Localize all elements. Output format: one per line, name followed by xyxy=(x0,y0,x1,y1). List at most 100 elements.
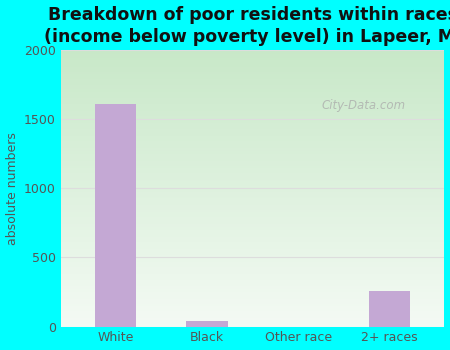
Bar xyxy=(61,79,445,81)
Bar xyxy=(61,158,445,159)
Bar xyxy=(61,125,445,126)
Bar xyxy=(61,245,445,246)
Bar xyxy=(61,282,445,284)
Bar xyxy=(61,299,445,300)
Bar xyxy=(61,307,445,309)
Bar xyxy=(61,96,445,97)
Bar xyxy=(61,253,445,255)
Bar xyxy=(61,76,445,78)
Bar xyxy=(61,150,445,151)
Bar xyxy=(61,267,445,268)
Bar xyxy=(61,134,445,136)
Bar xyxy=(61,314,445,315)
Bar xyxy=(61,222,445,223)
Bar xyxy=(61,170,445,172)
Bar xyxy=(369,290,410,327)
Bar xyxy=(61,280,445,281)
Bar xyxy=(61,193,445,194)
Bar xyxy=(61,212,445,213)
Bar xyxy=(61,132,445,133)
Bar xyxy=(61,292,445,293)
Bar xyxy=(61,176,445,177)
Bar xyxy=(61,317,445,318)
Bar xyxy=(61,298,445,299)
Bar xyxy=(61,310,445,312)
Bar xyxy=(61,318,445,320)
Bar xyxy=(61,83,445,85)
Bar xyxy=(61,93,445,95)
Bar xyxy=(61,139,445,140)
Bar xyxy=(61,296,445,297)
Bar xyxy=(61,85,445,86)
Bar xyxy=(61,60,445,61)
Bar xyxy=(61,259,445,260)
Bar xyxy=(61,306,445,307)
Bar xyxy=(61,54,445,56)
Bar xyxy=(61,51,445,53)
Bar xyxy=(61,119,445,121)
Bar xyxy=(61,190,445,191)
Bar xyxy=(61,270,445,271)
Bar xyxy=(61,204,445,205)
Bar xyxy=(61,89,445,90)
Bar xyxy=(61,309,445,310)
Bar xyxy=(61,248,445,249)
Bar xyxy=(61,300,445,302)
Bar xyxy=(61,154,445,155)
Bar xyxy=(61,67,445,68)
Bar xyxy=(61,217,445,219)
Bar xyxy=(61,130,445,132)
Bar xyxy=(61,241,445,242)
Bar xyxy=(61,256,445,258)
Bar xyxy=(61,127,445,129)
Bar xyxy=(61,103,445,104)
Bar xyxy=(61,290,445,292)
Bar xyxy=(61,94,445,96)
Bar xyxy=(61,56,445,57)
Bar xyxy=(61,123,445,125)
Bar xyxy=(61,277,445,278)
Bar xyxy=(61,285,445,287)
Bar xyxy=(61,143,445,144)
Bar xyxy=(61,206,445,208)
Bar xyxy=(61,226,445,227)
Bar xyxy=(61,107,445,108)
Bar xyxy=(61,249,445,251)
Bar xyxy=(61,152,445,154)
Bar xyxy=(61,271,445,273)
Bar xyxy=(61,184,445,186)
Bar xyxy=(61,205,445,206)
Bar xyxy=(61,278,445,280)
Bar xyxy=(61,324,445,325)
Bar xyxy=(61,287,445,288)
Bar xyxy=(61,315,445,317)
Bar xyxy=(61,313,445,314)
Bar xyxy=(61,178,445,180)
Bar xyxy=(61,86,445,88)
Bar xyxy=(61,137,445,139)
Bar xyxy=(61,58,445,60)
Bar xyxy=(61,78,445,79)
Bar xyxy=(61,61,445,63)
Bar xyxy=(61,165,445,166)
Bar xyxy=(61,129,445,130)
Bar xyxy=(61,108,445,110)
Bar xyxy=(61,65,445,67)
Bar xyxy=(61,112,445,114)
Bar xyxy=(61,75,445,76)
Bar xyxy=(61,69,445,71)
Bar xyxy=(61,187,445,188)
Y-axis label: absolute numbers: absolute numbers xyxy=(5,132,18,245)
Bar xyxy=(61,244,445,245)
Bar xyxy=(61,117,445,118)
Bar xyxy=(61,293,445,295)
Bar xyxy=(61,147,445,148)
Bar xyxy=(61,195,445,197)
Bar xyxy=(61,105,445,107)
Bar xyxy=(61,114,445,115)
Bar xyxy=(61,151,445,152)
Bar xyxy=(61,260,445,261)
Bar xyxy=(61,110,445,111)
Bar xyxy=(61,302,445,303)
Bar xyxy=(61,53,445,54)
